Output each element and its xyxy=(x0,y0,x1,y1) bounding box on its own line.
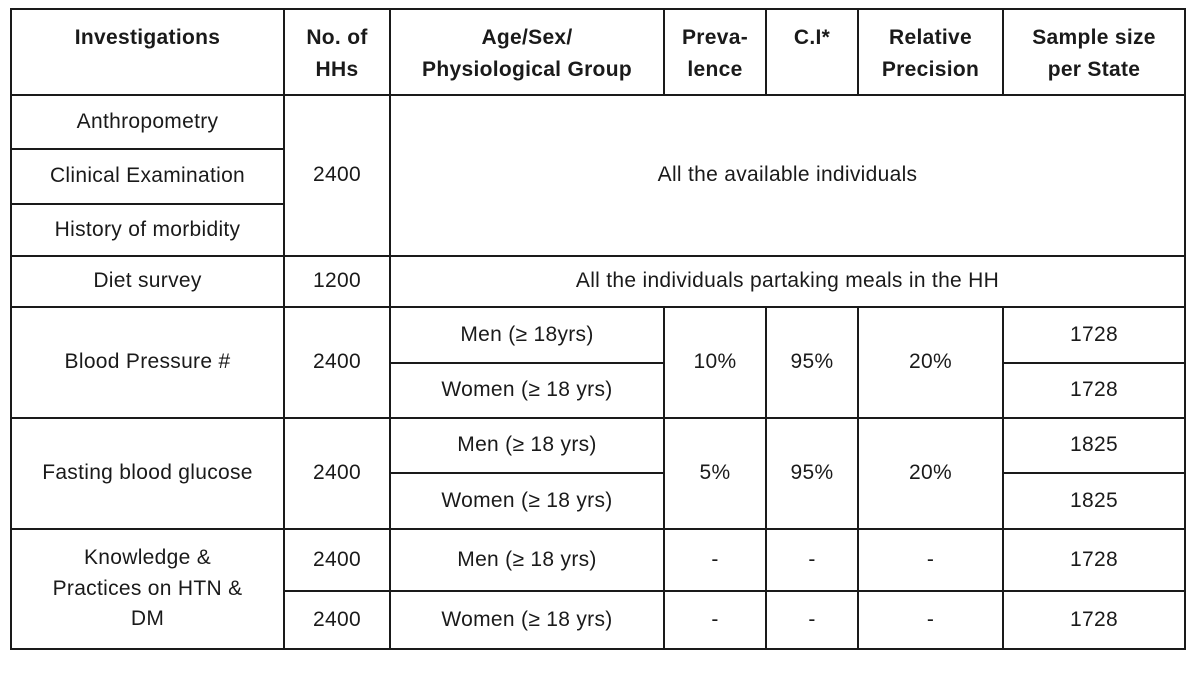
cell-no-of-hhs-knowledge-men: 2400 xyxy=(283,528,391,592)
cell-precision-knowledge-women: - xyxy=(857,590,1004,650)
cell-no-of-hhs-fasting: 2400 xyxy=(283,417,391,530)
cell-group-knowledge-men: Men (≥ 18 yrs) xyxy=(389,528,665,592)
header-sample-size: Sample size per State xyxy=(1002,8,1186,96)
cell-precision-knowledge-men: - xyxy=(857,528,1004,592)
cell-sample-knowledge-women: 1728 xyxy=(1002,590,1186,650)
cell-investigation-fasting-glucose: Fasting blood glucose xyxy=(10,417,285,530)
cell-investigation-anthropometry: Anthropometry xyxy=(10,94,285,150)
header-row: Investigations No. of HHs Age/Sex/ Physi… xyxy=(10,8,1186,96)
cell-no-of-hhs-knowledge-women: 2400 xyxy=(283,590,391,650)
table-row: Blood Pressure # 2400 Men (≥ 18yrs) 10% … xyxy=(10,306,1186,419)
cell-sample-fasting-men: 1825 xyxy=(1002,417,1186,474)
table-row: Knowledge & Practices on HTN & DM 2400 M… xyxy=(10,528,1186,650)
cell-prevalence-knowledge-women: - xyxy=(663,590,767,650)
cell-investigation-clinical-examination: Clinical Examination xyxy=(10,148,285,205)
cell-prevalence-bp: 10% xyxy=(663,306,767,419)
cell-prevalence-fasting: 5% xyxy=(663,417,767,530)
cell-no-of-hhs-diet: 1200 xyxy=(283,255,391,308)
header-no-of-hhs: No. of HHs xyxy=(283,8,391,96)
cell-sample-fasting-women: 1825 xyxy=(1002,472,1186,530)
table-row: Women (≥ 18 yrs) 1728 xyxy=(11,362,1186,419)
cell-sample-bp-men: 1728 xyxy=(1002,306,1186,364)
cell-investigation-knowledge-practices: Knowledge & Practices on HTN & DM xyxy=(10,528,285,650)
cell-group-diet: All the individuals partaking meals in t… xyxy=(389,255,1186,308)
table-row: History of morbidity xyxy=(10,203,1185,257)
cell-investigation-blood-pressure: Blood Pressure # xyxy=(10,306,285,419)
table-row: Women (≥ 18 yrs) 1825 xyxy=(11,472,1186,530)
header-relative-precision: Relative Precision xyxy=(857,8,1004,96)
cell-sample-knowledge-men: 1728 xyxy=(1002,528,1186,592)
table-row: Fasting blood glucose 2400 Men (≥ 18 yrs… xyxy=(10,417,1186,530)
cell-investigation-diet-survey: Diet survey xyxy=(10,255,285,308)
table-row: Diet survey 1200 All the individuals par… xyxy=(10,255,1186,308)
cell-precision-fasting: 20% xyxy=(857,417,1004,530)
cell-investigation-history-of-morbidity: History of morbidity xyxy=(10,203,285,257)
cell-sample-bp-women: 1728 xyxy=(1002,362,1186,419)
cell-no-of-hhs-general: 2400 xyxy=(283,94,391,257)
cell-no-of-hhs-blood-pressure: 2400 xyxy=(283,306,391,419)
header-investigations: Investigations xyxy=(10,8,285,96)
cell-ci-fasting: 95% xyxy=(765,417,859,530)
cell-ci-bp: 95% xyxy=(765,306,859,419)
table-row: Anthropometry 2400 All the available ind… xyxy=(10,94,1186,257)
header-age-sex-group: Age/Sex/ Physiological Group xyxy=(389,8,665,96)
header-prevalence: Preva- lence xyxy=(663,8,767,96)
cell-group-bp-men: Men (≥ 18yrs) xyxy=(389,306,665,364)
cell-group-fasting-women: Women (≥ 18 yrs) xyxy=(389,472,665,530)
table-row: Clinical Examination xyxy=(10,148,1185,205)
cell-group-knowledge-women: Women (≥ 18 yrs) xyxy=(389,590,665,650)
cell-ci-knowledge-women: - xyxy=(765,590,859,650)
table-row: 2400 Women (≥ 18 yrs) - - - 1728 xyxy=(11,590,1186,650)
cell-ci-knowledge-men: - xyxy=(765,528,859,592)
cell-group-general: All the available individuals xyxy=(389,94,1186,257)
cell-prevalence-knowledge-men: - xyxy=(663,528,767,592)
cell-group-bp-women: Women (≥ 18 yrs) xyxy=(389,362,665,419)
sampling-design-table: Investigations No. of HHs Age/Sex/ Physi… xyxy=(10,8,1186,650)
header-ci: C.I* xyxy=(765,8,859,96)
cell-precision-bp: 20% xyxy=(857,306,1004,419)
cell-group-fasting-men: Men (≥ 18 yrs) xyxy=(389,417,665,474)
